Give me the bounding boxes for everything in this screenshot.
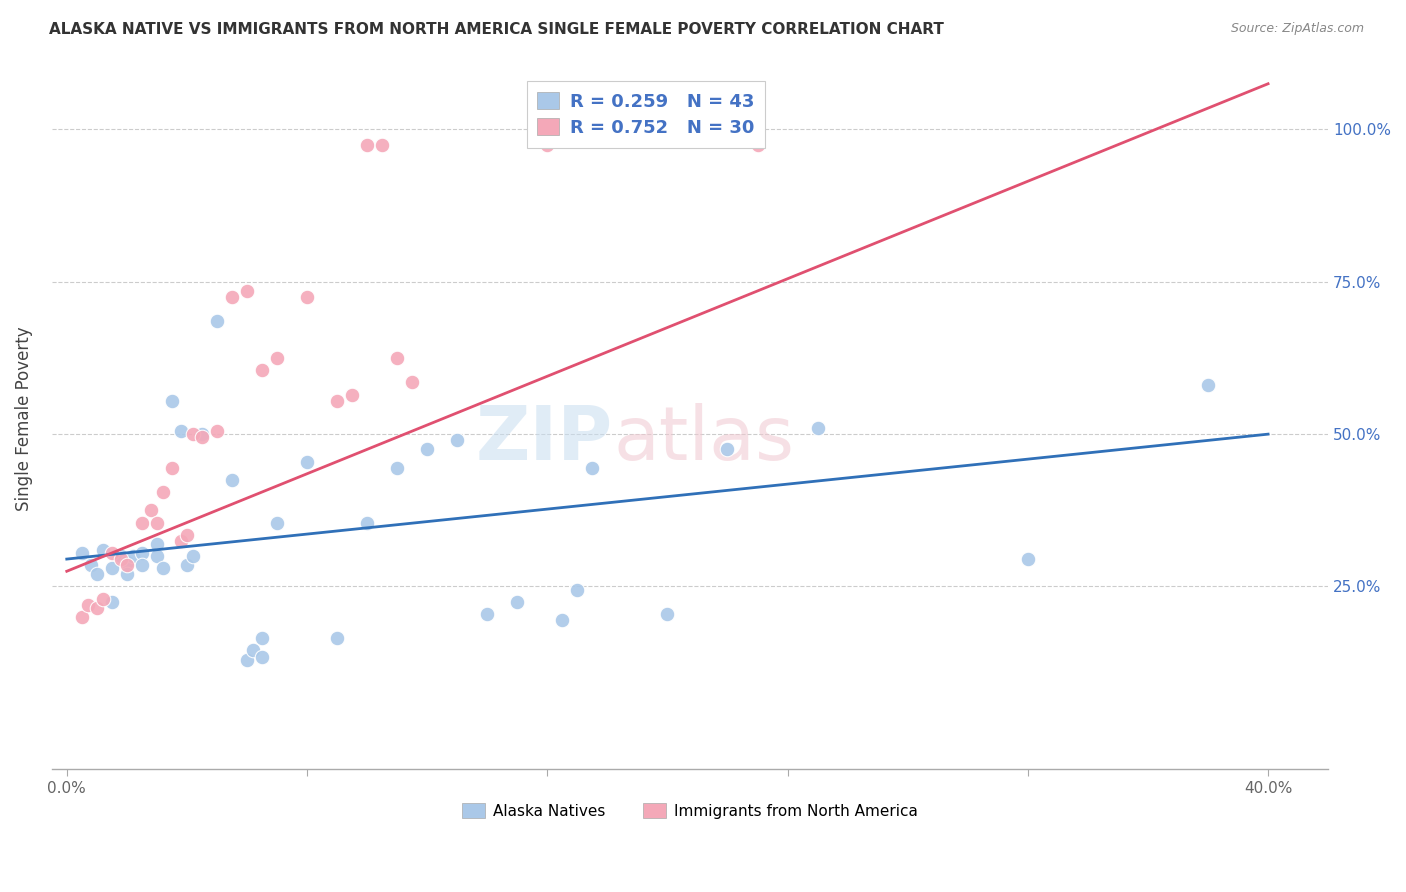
Point	[70, 610, 93, 624]
Point	[110, 552, 132, 566]
Point	[401, 376, 423, 390]
Point	[242, 643, 264, 657]
Point	[205, 424, 228, 438]
Point	[131, 546, 153, 560]
Point	[146, 549, 169, 563]
Point	[110, 549, 132, 563]
Point	[181, 427, 204, 442]
Point	[567, 582, 589, 597]
Point	[221, 473, 243, 487]
Point	[1197, 378, 1219, 392]
Point	[191, 430, 214, 444]
Point	[91, 543, 114, 558]
Point	[146, 516, 169, 530]
Point	[152, 485, 174, 500]
Text: ALASKA NATIVE VS IMMIGRANTS FROM NORTH AMERICA SINGLE FEMALE POVERTY CORRELATION: ALASKA NATIVE VS IMMIGRANTS FROM NORTH A…	[49, 22, 943, 37]
Point	[80, 558, 103, 573]
Point	[236, 284, 259, 298]
Point	[101, 561, 124, 575]
Point	[250, 363, 273, 377]
Point	[176, 527, 198, 541]
Point	[70, 546, 93, 560]
Point	[115, 567, 138, 582]
Point	[385, 351, 408, 365]
Point	[446, 434, 468, 448]
Text: atlas: atlas	[613, 403, 794, 476]
Point	[115, 558, 138, 573]
Legend: Alaska Natives, Immigrants from North America: Alaska Natives, Immigrants from North Am…	[456, 797, 924, 825]
Point	[170, 424, 193, 438]
Point	[146, 537, 169, 551]
Point	[295, 454, 318, 468]
Point	[326, 393, 349, 408]
Point	[76, 598, 98, 612]
Point	[131, 516, 153, 530]
Point	[356, 516, 378, 530]
Point	[266, 351, 288, 365]
Point	[236, 652, 259, 666]
Point	[121, 549, 143, 563]
Point	[221, 290, 243, 304]
Text: ZIP: ZIP	[477, 403, 613, 476]
Point	[551, 613, 574, 627]
Point	[176, 558, 198, 573]
Point	[581, 460, 603, 475]
Point	[536, 137, 558, 152]
Point	[160, 393, 183, 408]
Point	[91, 591, 114, 606]
Point	[747, 137, 769, 152]
Y-axis label: Single Female Poverty: Single Female Poverty	[15, 326, 32, 511]
Point	[326, 632, 349, 646]
Point	[340, 387, 363, 401]
Point	[86, 600, 108, 615]
Point	[806, 421, 828, 435]
Point	[250, 649, 273, 664]
Point	[1017, 552, 1039, 566]
Point	[139, 503, 162, 517]
Point	[657, 607, 679, 621]
Point	[295, 290, 318, 304]
Point	[131, 558, 153, 573]
Point	[266, 516, 288, 530]
Point	[86, 567, 108, 582]
Point	[506, 595, 529, 609]
Point	[160, 460, 183, 475]
Point	[477, 607, 499, 621]
Text: Source: ZipAtlas.com: Source: ZipAtlas.com	[1230, 22, 1364, 36]
Point	[716, 442, 738, 457]
Point	[152, 561, 174, 575]
Point	[385, 460, 408, 475]
Point	[356, 137, 378, 152]
Point	[101, 546, 124, 560]
Point	[416, 442, 439, 457]
Point	[191, 427, 214, 442]
Point	[205, 314, 228, 328]
Point	[181, 549, 204, 563]
Point	[250, 632, 273, 646]
Point	[101, 595, 124, 609]
Point	[371, 137, 394, 152]
Point	[170, 533, 193, 548]
Point	[115, 555, 138, 569]
